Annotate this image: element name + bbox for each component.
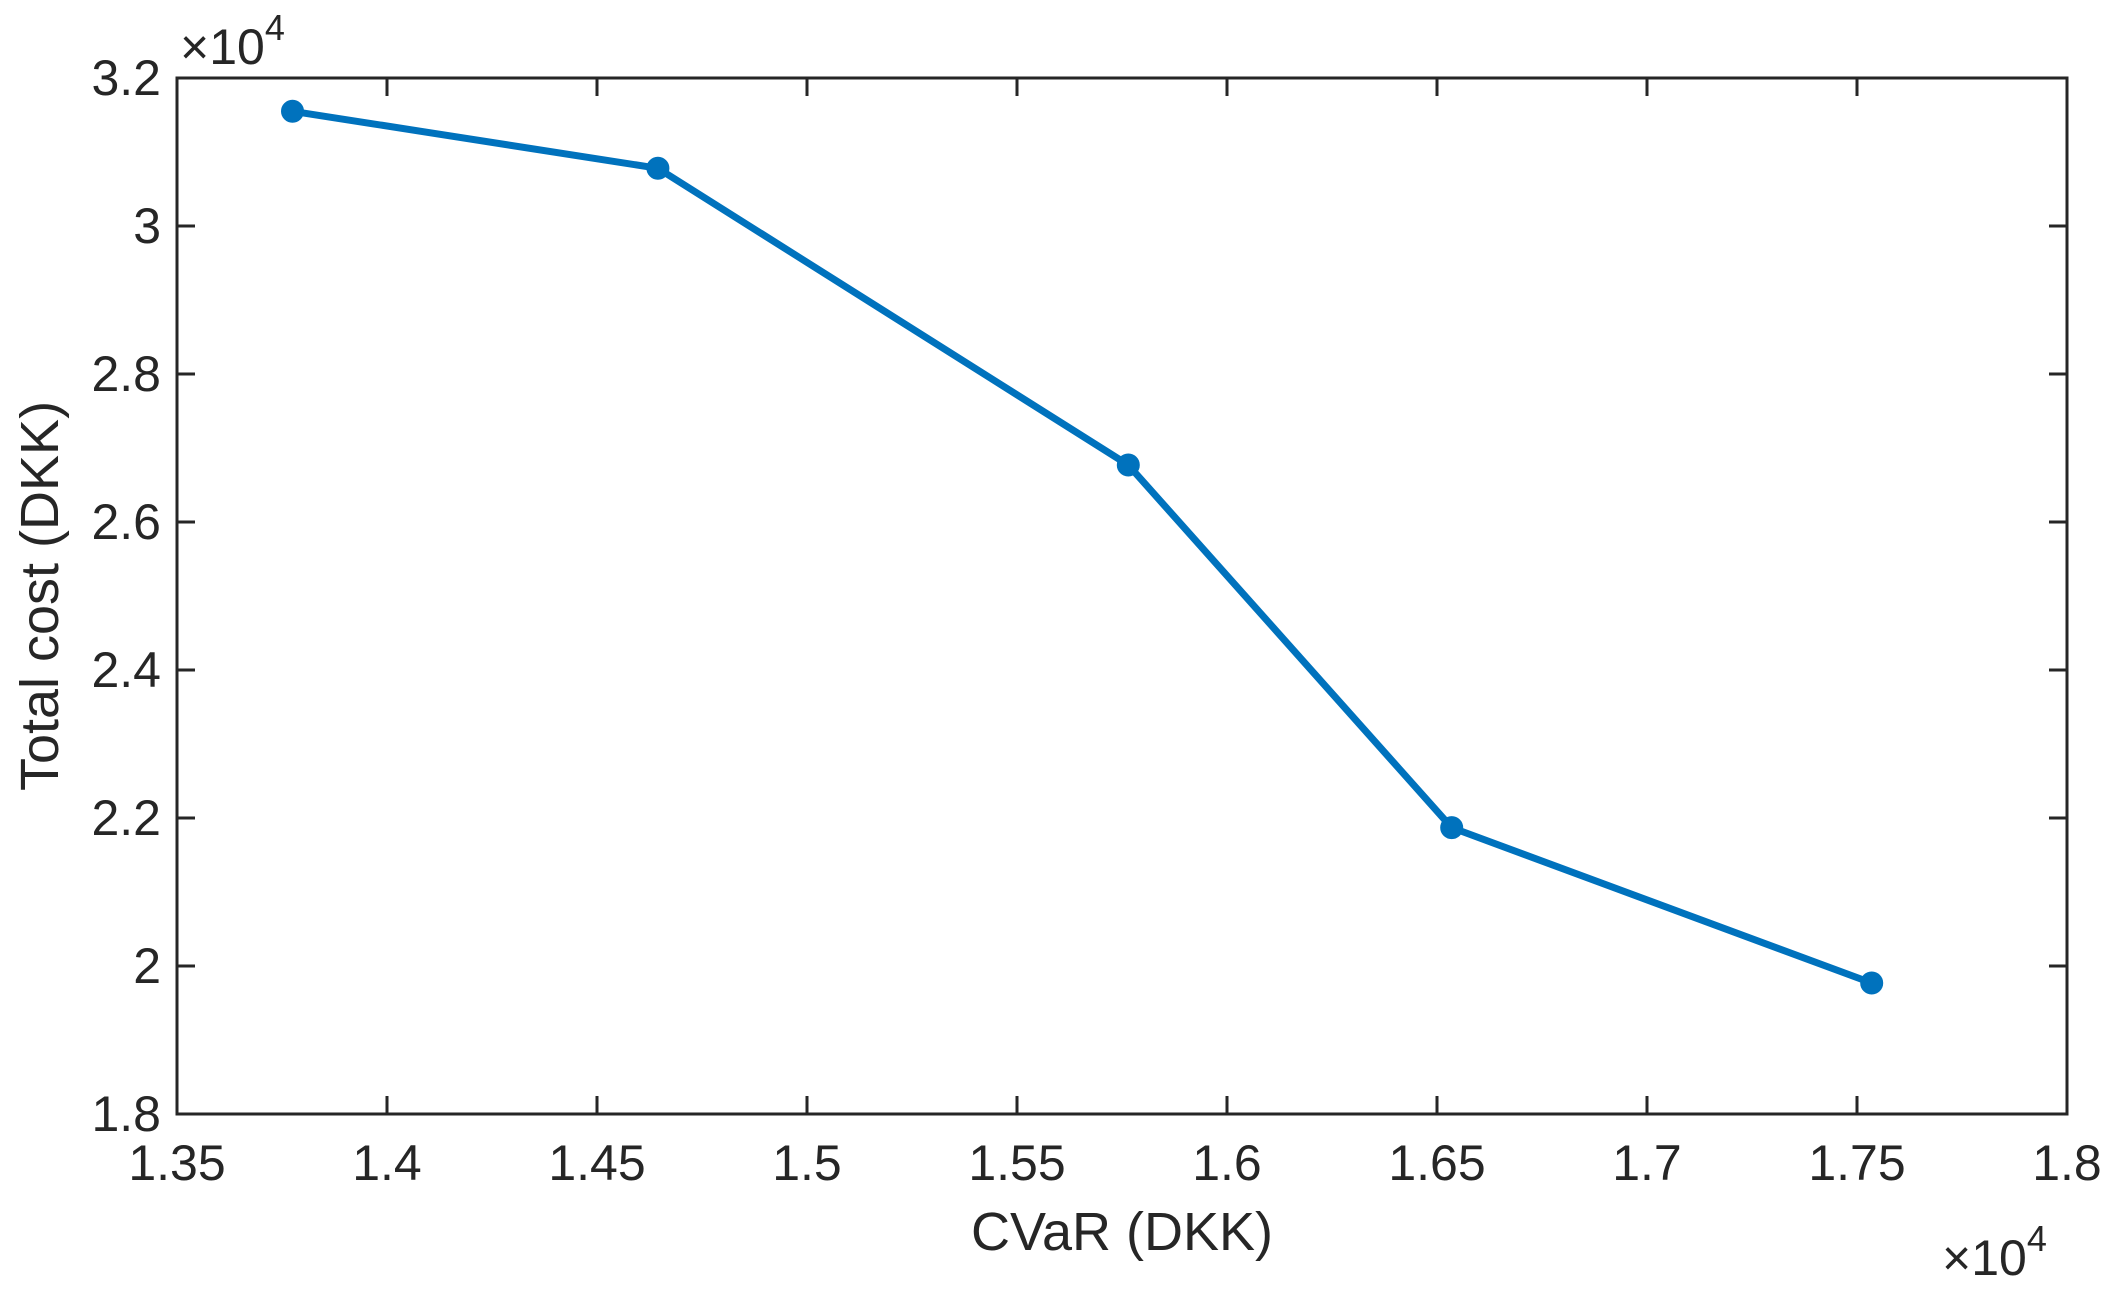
x-tick-label: 1.55 [968,1135,1065,1191]
y-exponent-base: ×10 [180,19,265,75]
x-tick-label: 1.8 [2032,1135,2102,1191]
y-axis-label: Total cost (DKK) [10,401,70,791]
data-point [281,99,304,123]
y-exponent-power: 4 [265,7,285,48]
y-tick-label: 2.4 [91,642,161,698]
x-tick-label: 1.45 [548,1135,645,1191]
y-tick-label: 2.6 [91,494,161,550]
x-exponent-base: ×10 [1942,1230,2027,1284]
series-layer [281,99,1884,995]
data-point [646,156,670,180]
x-exponent-label: ×104 [1942,1218,2047,1284]
y-tick-label: 2.2 [91,790,161,846]
data-point [1116,453,1140,477]
y-tick-label: 3.2 [91,50,161,106]
x-tick-label: 1.5 [772,1135,842,1191]
x-axis-label: CVaR (DKK) [971,1202,1273,1262]
x-tick-label: 1.75 [1808,1135,1905,1191]
y-axis: 1.8 2 2.2 2.4 2.6 2.8 3 3.2 [91,50,2067,1142]
x-axis: 1.35 1.4 1.45 1.5 1.55 1.6 1.65 1.7 1.75 1.8 [128,78,2102,1191]
y-tick-label: 2 [133,938,161,994]
x-tick-label: 1.65 [1388,1135,1485,1191]
x-tick-label: 1.35 [128,1135,225,1191]
y-exponent-label: ×104 [180,7,285,75]
x-tick-label: 1.6 [1192,1135,1262,1191]
plot-area [175,76,2069,1116]
y-tick-label: 2.8 [91,346,161,402]
data-point [1860,971,1884,995]
data-point [1440,816,1464,840]
x-tick-label: 1.4 [352,1135,422,1191]
y-tick-label: 3 [133,198,161,254]
y-tick-label: 1.8 [91,1086,161,1142]
x-tick-label: 1.7 [1612,1135,1682,1191]
x-exponent-power: 4 [2027,1218,2047,1259]
